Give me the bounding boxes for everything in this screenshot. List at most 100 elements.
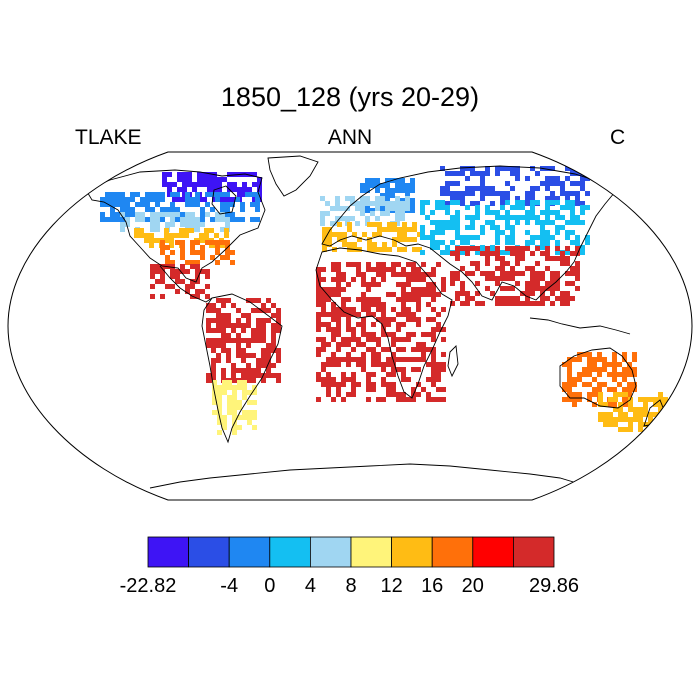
lake-cell-siberia <box>560 181 565 186</box>
lake-cell-africa <box>431 347 436 352</box>
lake-cell-new-zealand <box>598 412 603 417</box>
lake-cell-africa <box>371 302 376 307</box>
lake-cell-southern-europe <box>342 237 347 242</box>
lake-cell-africa <box>401 367 406 372</box>
lake-cell-south-america <box>256 358 261 363</box>
lake-cell-africa <box>361 327 366 332</box>
lake-cell-southern-europe <box>352 232 357 237</box>
lake-cell-central-asia <box>550 200 555 205</box>
lake-cell-southern-asia <box>465 291 470 296</box>
lake-cell-africa <box>361 352 366 357</box>
lake-cell-southern-usa <box>165 245 170 250</box>
lake-cell-central-usa <box>199 233 204 238</box>
lake-cell-south-america <box>216 338 221 343</box>
lake-cell-canadian-arctic <box>167 182 172 187</box>
lake-cell-europe <box>360 201 365 206</box>
lake-cell-central-asia <box>435 245 440 250</box>
lake-cell-africa <box>381 322 386 327</box>
lake-cell-australia <box>577 397 582 402</box>
lake-cell-south-america <box>206 328 211 333</box>
lake-cell-africa <box>321 322 326 327</box>
lake-cell-central-asia <box>485 210 490 215</box>
lake-cell-central-usa <box>184 228 189 233</box>
lake-cell-southern-asia <box>520 271 525 276</box>
lake-cell-northern-usa <box>180 222 185 227</box>
lake-cell-southern-asia <box>490 291 495 296</box>
lake-cell-canadian-arctic <box>242 192 247 197</box>
madagascar-outline <box>447 345 459 378</box>
lake-cell-northern-usa <box>155 212 160 217</box>
lake-cell-africa <box>331 287 336 292</box>
greenland-outline <box>267 155 319 197</box>
lake-cell-south-america <box>256 328 261 333</box>
lake-cell-africa <box>321 367 326 372</box>
lake-cell-south-america <box>251 338 256 343</box>
lake-cell-africa <box>316 337 321 342</box>
lake-cell-central-asia <box>500 205 505 210</box>
lake-cell-canadian-arctic <box>162 172 167 177</box>
lake-cell-south-america <box>271 333 276 338</box>
lake-cell-new-zealand <box>628 422 633 427</box>
lake-cell-canada <box>225 212 230 217</box>
lake-cell-south-america <box>266 318 271 323</box>
lake-cell-south-america <box>271 348 276 353</box>
lake-cell-canada <box>120 192 125 197</box>
lake-cell-new-zealand <box>603 412 608 417</box>
lake-cell-africa <box>346 362 351 367</box>
lake-cell-south-america <box>221 343 226 348</box>
lake-cell-scandinavia <box>370 208 375 213</box>
lake-cell-africa <box>371 352 376 357</box>
lake-cell-canadian-arctic <box>232 182 237 187</box>
lake-cell-africa <box>411 332 416 337</box>
lake-cell-africa <box>391 367 396 372</box>
lake-cell-northern-usa <box>150 227 155 232</box>
lake-cell-australia <box>567 367 572 372</box>
lake-cell-africa <box>336 342 341 347</box>
lake-cell-mexico <box>190 284 195 289</box>
lake-cell-africa <box>321 337 326 342</box>
lake-cell-siberia <box>490 201 495 206</box>
lake-cell-siberia <box>515 176 520 181</box>
lake-cell-central-asia <box>440 200 445 205</box>
lake-cell-africa <box>341 397 346 402</box>
lake-cell-central-asia <box>565 220 570 225</box>
lake-cell-canadian-arctic <box>232 187 237 192</box>
lake-cell-europe <box>330 206 335 211</box>
lake-cell-south-america <box>261 378 266 383</box>
lake-cell-canadian-arctic <box>222 197 227 202</box>
lake-cell-south-america <box>231 303 236 308</box>
lake-cell-australia <box>572 357 577 362</box>
lake-cell-southern-asia <box>540 251 545 256</box>
lake-cell-south-america <box>221 338 226 343</box>
lake-cell-new-zealand <box>598 397 603 402</box>
lake-cell-central-asia <box>430 210 435 215</box>
lake-cell-canada <box>155 192 160 197</box>
lake-cell-siberia <box>450 181 455 186</box>
lake-cell-europe <box>405 196 410 201</box>
lake-cell-europe <box>360 211 365 216</box>
lake-cell-australia <box>597 387 602 392</box>
lake-cell-africa <box>341 302 346 307</box>
lake-cell-africa <box>366 347 371 352</box>
lake-cell-canadian-arctic <box>197 177 202 182</box>
lake-cell-southern-asia <box>555 271 560 276</box>
lake-cell-southern-asia <box>575 266 580 271</box>
lake-cell-canada <box>145 192 150 197</box>
lake-cell-central-usa <box>169 243 174 248</box>
lake-cell-patagonia <box>252 415 257 420</box>
lake-cell-southern-asia <box>455 291 460 296</box>
lake-cell-africa <box>391 352 396 357</box>
lake-cell-southern-usa <box>220 255 225 260</box>
lake-cell-scandinavia <box>370 183 375 188</box>
lake-cell-southern-asia <box>520 251 525 256</box>
lake-cell-africa <box>321 302 326 307</box>
lake-cell-africa <box>436 322 441 327</box>
lake-cell-canada <box>110 212 115 217</box>
lake-cell-new-zealand <box>633 407 638 412</box>
lake-cell-africa <box>366 337 371 342</box>
lake-cell-south-america <box>226 323 231 328</box>
lake-cell-south-america <box>211 303 216 308</box>
lake-cell-southern-asia <box>540 286 545 291</box>
lake-cell-southern-asia <box>490 276 495 281</box>
lake-cell-africa <box>396 322 401 327</box>
